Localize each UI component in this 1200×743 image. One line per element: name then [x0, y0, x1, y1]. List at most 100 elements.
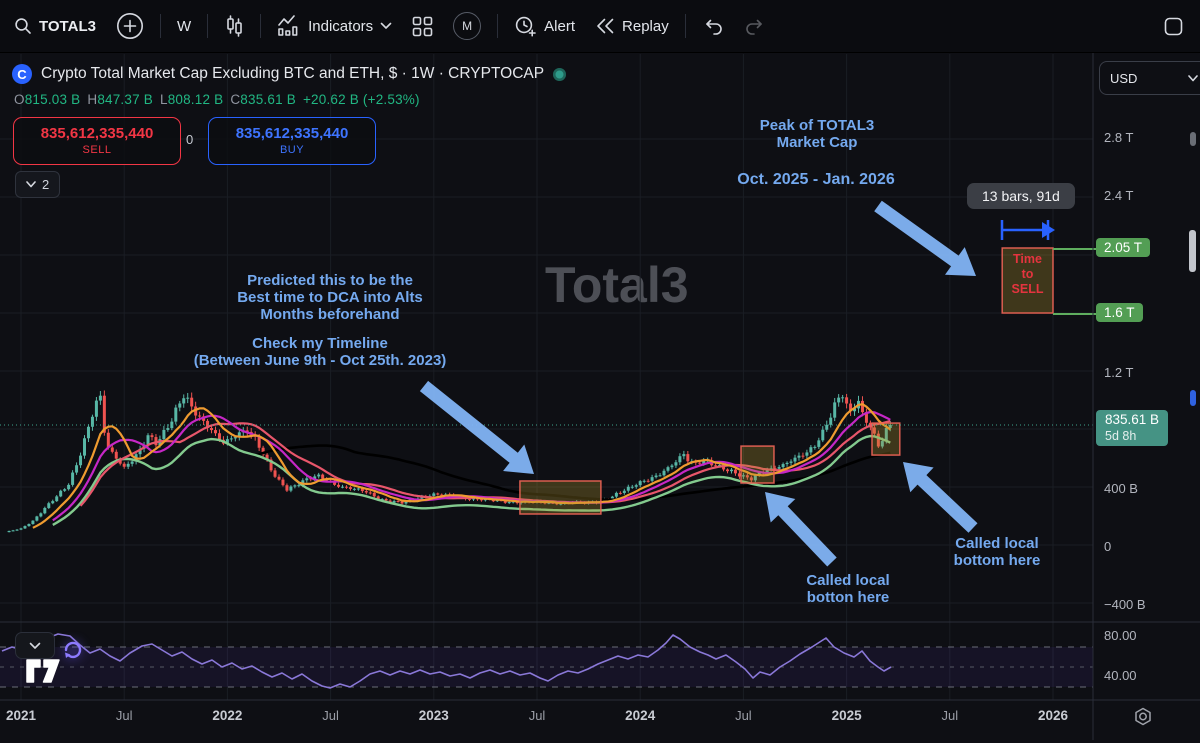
data-status-dot-icon[interactable] [553, 67, 567, 81]
annotation-date-window[interactable]: Oct. 2025 - Jan. 2026 [737, 171, 895, 188]
rsi-line [1, 633, 892, 689]
scroll-thumb[interactable] [1189, 230, 1196, 272]
measure-tooltip: 13 bars, 91d [967, 183, 1075, 209]
grid-icon [412, 16, 433, 37]
ma-orange [32, 403, 891, 529]
annotation-peak[interactable]: Peak of TOTAL3 Market Cap [759, 117, 875, 151]
rsi-tick: 80.00 [1104, 628, 1137, 643]
high-label: H [87, 92, 98, 107]
symbol-name: TOTAL3 [39, 17, 96, 35]
plus-circle-icon [116, 12, 144, 40]
object-tree-chip[interactable]: 2 [15, 171, 61, 198]
indicators-icon [277, 15, 301, 37]
undo-icon [702, 17, 724, 35]
low-label: L [159, 92, 168, 107]
time-tick: 2022 [212, 708, 243, 723]
replay-button[interactable]: Replay [585, 8, 679, 44]
object-count: 2 [42, 177, 50, 192]
scroll-marker-gray[interactable] [1190, 132, 1196, 146]
close-value: 835.61 B [240, 92, 296, 107]
timeframe-button[interactable]: W [167, 8, 201, 44]
target-low-badge[interactable]: 1.6 T [1096, 303, 1143, 322]
tradingview-logo-icon[interactable] [25, 658, 61, 689]
price-tick: 1.2 T [1104, 365, 1134, 380]
toolbar-separator [159, 14, 161, 38]
time-tick: 2025 [831, 708, 862, 723]
last-price: 835.61 B [1105, 412, 1160, 427]
annotation-arrow [903, 462, 978, 533]
layout-templates-button[interactable] [402, 8, 443, 44]
search-icon [14, 17, 32, 35]
time-tick: 2026 [1037, 708, 1069, 723]
sync-refresh-icon[interactable] [62, 639, 84, 666]
symbol-logo-icon[interactable]: C [12, 64, 32, 84]
drawing-boxes [519, 247, 1054, 515]
close-label: C [230, 92, 241, 107]
high-value: 847.37 B [97, 92, 153, 107]
price-tick: 2.8 T [1104, 130, 1134, 145]
user-initial-badge: M [453, 12, 482, 40]
time-tick: Jul [735, 708, 752, 723]
annotation-arrow [419, 380, 534, 474]
fullscreen-button[interactable] [1153, 8, 1194, 44]
sell-button[interactable]: 835,612,335,440 SELL [13, 117, 181, 165]
toolbar-separator [260, 14, 262, 38]
chevron-down-icon [1188, 74, 1198, 82]
time-tick: 2021 [5, 708, 37, 723]
time-tick: 2024 [625, 708, 656, 723]
undo-button[interactable] [692, 8, 734, 44]
annotation-predicted[interactable]: Predicted this to be the Best time to DC… [237, 272, 423, 323]
redo-button[interactable] [734, 8, 776, 44]
indicators-button[interactable]: Indicators [267, 8, 402, 44]
replay-rewind-icon [595, 17, 615, 35]
time-tick: Jul [322, 708, 339, 723]
chart-style-button[interactable] [214, 8, 254, 44]
scroll-marker-blue[interactable] [1190, 390, 1196, 406]
alert-label: Alert [544, 17, 576, 35]
time-to-sell-label[interactable]: Time to SELL [1011, 252, 1044, 296]
chart-legend: C Crypto Total Market Cap Excluding BTC … [12, 64, 567, 84]
compare-add-button[interactable] [106, 8, 154, 44]
target-high-badge[interactable]: 2.05 T [1096, 238, 1151, 257]
buy-label: BUY [279, 143, 305, 156]
local-bottom-2024 [740, 445, 775, 484]
change-value: +20.62 B (+2.53%) [302, 92, 420, 107]
annotation-timeline[interactable]: Check my Timeline (Between June 9th - Oc… [193, 335, 447, 369]
timeframe-label: W [176, 17, 192, 35]
open-value: 815.03 B [24, 92, 81, 107]
chart-title[interactable]: Crypto Total Market Cap Excluding BTC an… [41, 65, 545, 82]
timezone-gear-icon[interactable] [1131, 706, 1155, 733]
ma-black [254, 444, 891, 502]
local-bottom-2025 [871, 422, 901, 456]
price-tick: 0 [1104, 539, 1112, 554]
last-price-badge[interactable]: 835.61 B 5d 8h [1096, 410, 1169, 446]
symbol-search-button[interactable]: TOTAL3 [4, 8, 106, 44]
buy-button[interactable]: 835,612,335,440 BUY [208, 117, 376, 165]
open-label: O [14, 92, 25, 107]
pane-collapse-button[interactable] [15, 632, 55, 659]
price-tick: 2.4 T [1104, 188, 1134, 203]
price-tick: 400 B [1104, 481, 1138, 496]
ohlc-values: O815.03 B H847.37 B L808.12 B C835.61 B +20.… [14, 92, 427, 107]
currency-value: USD [1110, 70, 1138, 86]
layout-initial-button[interactable]: M [443, 8, 491, 44]
annotation-local-bottom-2[interactable]: Called local bottom here [953, 535, 1041, 569]
alert-button[interactable]: Alert [504, 8, 585, 44]
replay-label: Replay [622, 17, 669, 35]
chevron-down-icon [29, 642, 41, 650]
time-to-sell-zone [1001, 247, 1054, 314]
toolbar-separator [497, 14, 499, 38]
indicators-label: Indicators [308, 17, 374, 35]
candles-icon [224, 14, 244, 38]
sell-label: SELL [82, 143, 112, 156]
currency-select[interactable]: USD [1099, 61, 1200, 95]
toolbar-separator [207, 14, 209, 38]
annotation-local-bottom-1[interactable]: Called local botton here [806, 572, 890, 606]
gridlines [0, 54, 1093, 700]
top-toolbar: TOTAL3 W Indicators M [0, 0, 1200, 53]
fullscreen-square-icon [1163, 16, 1184, 37]
chevron-down-icon [380, 22, 392, 30]
redo-icon [744, 17, 766, 35]
